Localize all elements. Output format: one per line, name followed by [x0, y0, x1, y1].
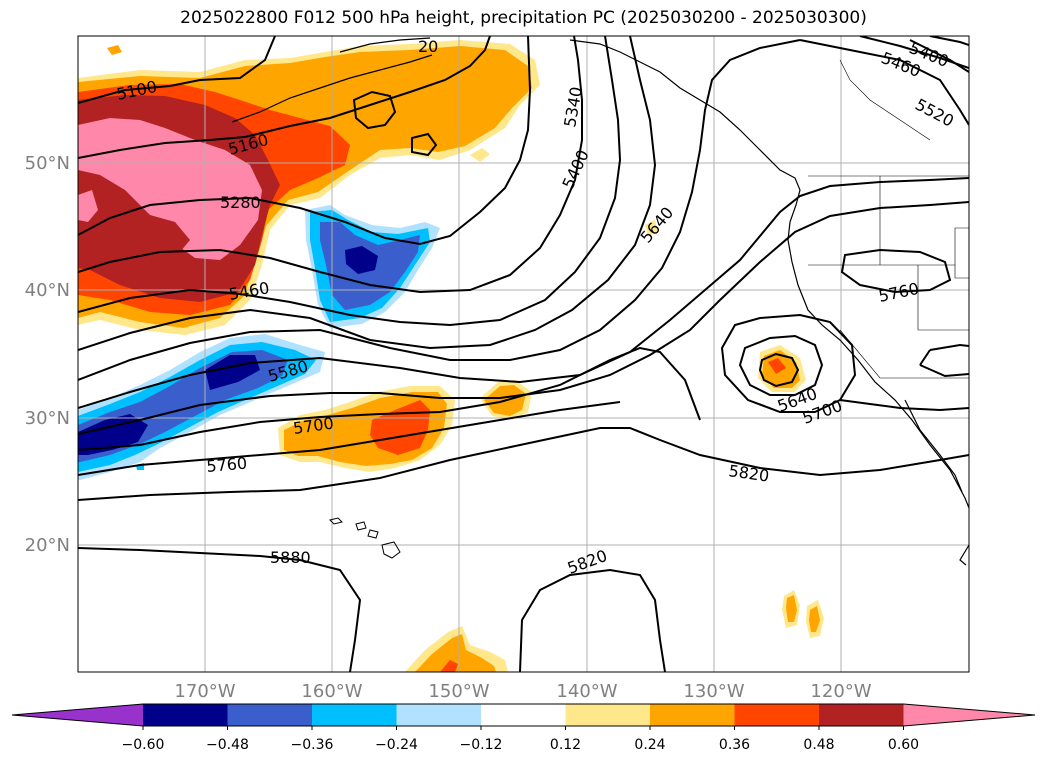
colorbar-tick-label: 0.60: [888, 737, 919, 753]
contour-label-5400: 5400: [558, 147, 592, 192]
colorbar-extend-max: [903, 704, 1035, 726]
colorbar-extend-min: [12, 704, 143, 726]
lon-label-120w: 120°W: [810, 681, 871, 702]
lat-label-40n: 40°N: [25, 280, 70, 301]
lon-label-140w: 140°W: [556, 681, 617, 702]
colorbar-segment: [312, 704, 397, 726]
precip-blob-central-negative: [305, 205, 440, 328]
colorbar-tick-label: 0.12: [550, 737, 581, 753]
latitude-labels: 50°N 40°N 30°N 20°N: [25, 153, 70, 556]
contour-label-5280: 5280: [220, 193, 261, 212]
lon-label-150w: 150°W: [428, 681, 489, 702]
colorbar-tick-label: −0.48: [206, 737, 249, 753]
lat-label-20n: 20°N: [25, 535, 70, 556]
lat-label-50n: 50°N: [25, 153, 70, 174]
map-frame: [77, 35, 970, 673]
hawaii-islands: [329, 517, 401, 559]
colorbar-segment: [650, 704, 735, 726]
colorbar-segment: [396, 704, 482, 726]
contour-label-5520: 5520: [912, 95, 957, 131]
colorbar-segment: [481, 704, 566, 726]
lon-label-130w: 130°W: [683, 681, 744, 702]
precip-speck-1: [107, 45, 122, 55]
colorbar-tick-label: 0.36: [719, 737, 750, 753]
colorbar-segment: [734, 704, 820, 726]
colorbar-tick-label: −0.60: [122, 737, 165, 753]
contour-label-20-partial: 20: [418, 37, 438, 56]
contour-label-5880: 5880: [270, 548, 311, 567]
colorbar-tick-label: −0.36: [291, 737, 334, 753]
precip-blob-bottom: [405, 626, 508, 672]
precip-speck-2: [470, 148, 490, 162]
precip-blob-west-negative: [78, 334, 325, 480]
colorbar-tick-label: −0.12: [460, 737, 503, 753]
political-borders: [808, 59, 970, 379]
colorbar-segment: [143, 704, 228, 726]
coastlines: [231, 37, 969, 566]
graticule: [78, 36, 969, 672]
longitude-labels: 170°W 160°W 150°W 140°W 130°W 120°W: [174, 681, 871, 702]
colorbar-tick-label: −0.24: [375, 737, 418, 753]
precip-shading: [78, 40, 824, 672]
colorbar-segment: [227, 704, 313, 726]
colorbar-tick-label: 0.48: [803, 737, 834, 753]
colorbar-segment: [565, 704, 651, 726]
contour-label-5760-east: 5760: [877, 279, 921, 306]
height-contours: [78, 36, 969, 672]
colorbar-segment: [819, 704, 904, 726]
colorbar: −0.60 −0.48 −0.36 −0.24 −0.12 0.12 0.24 0.36 0.4…: [11, 703, 1036, 753]
lon-label-170w: 170°W: [174, 681, 235, 702]
lon-label-160w: 160°W: [301, 681, 362, 702]
map-title: 2025022800 F012 500 hPa height, precipit…: [180, 8, 867, 28]
lat-label-30n: 30°N: [25, 408, 70, 429]
contour-label-5760-west: 5760: [206, 454, 248, 476]
contour-label-5820-east: 5820: [727, 461, 770, 485]
colorbar-tick-label: 0.24: [634, 737, 665, 753]
